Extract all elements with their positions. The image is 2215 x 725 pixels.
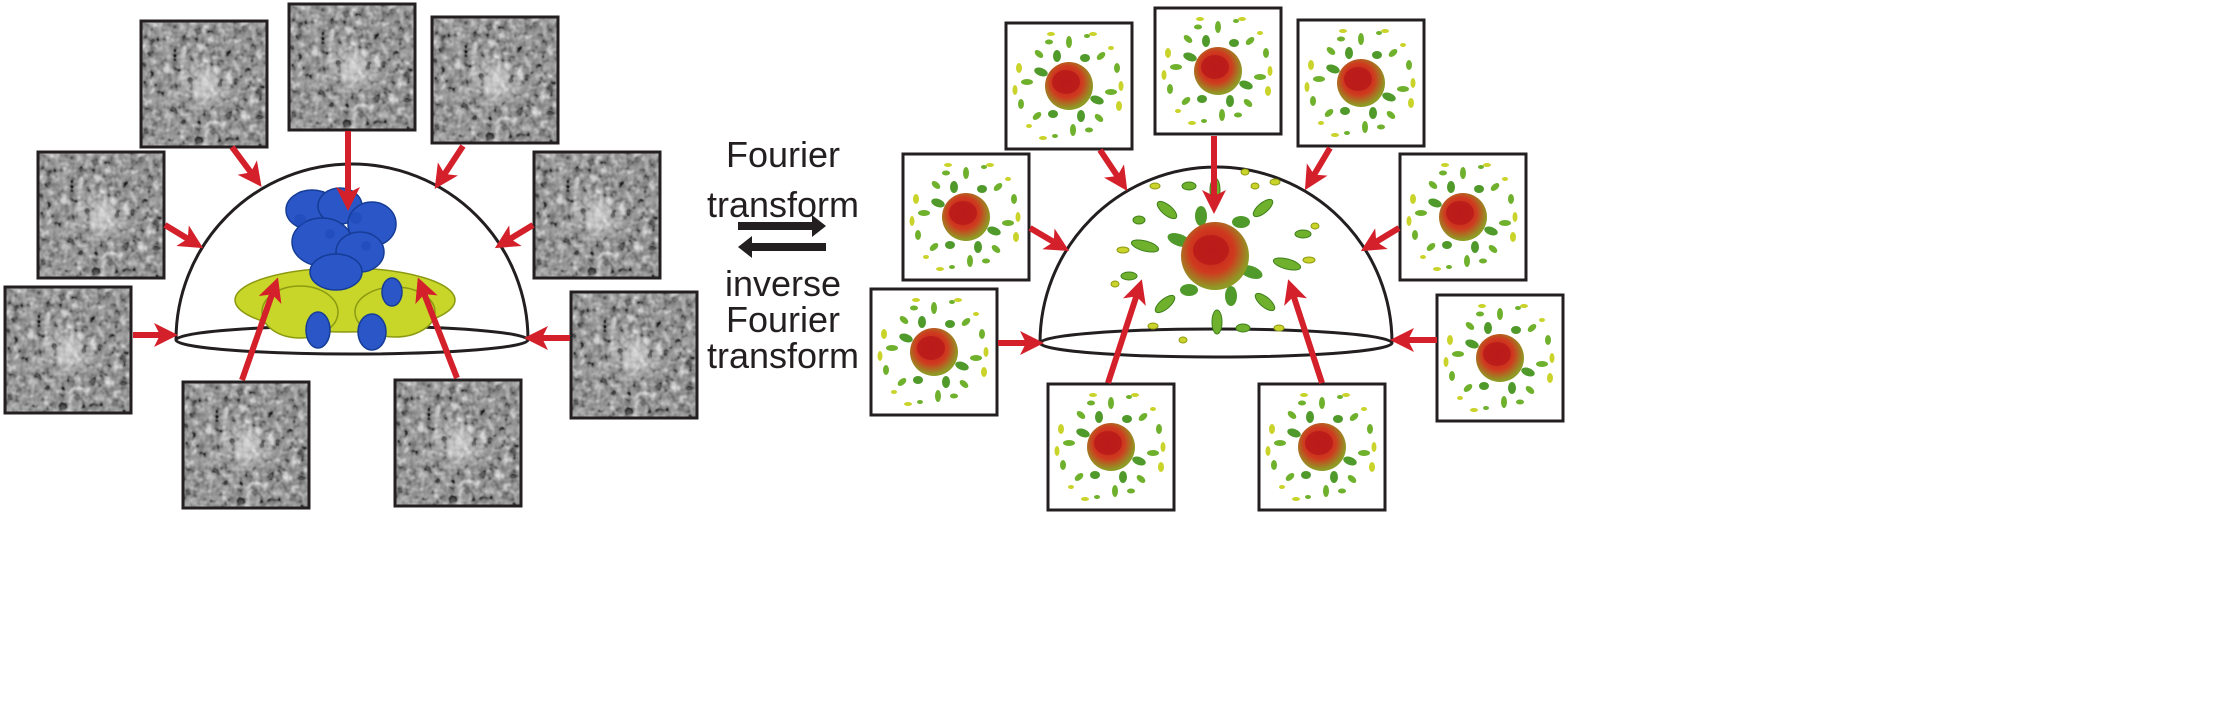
fourier-transform-label: Fourier transform xyxy=(700,130,866,230)
forward-label-line1: Fourier xyxy=(725,134,841,175)
micrograph-3 xyxy=(432,17,558,143)
projection-arrows-right xyxy=(998,136,1437,384)
fourier-slice-5 xyxy=(1400,154,1526,280)
inverse-fourier-transform-label: inverse Fourier transform xyxy=(700,266,866,374)
fourier-space-panel xyxy=(871,8,1563,510)
inverse-label-line2: Fourier xyxy=(725,299,841,340)
inverse-arrow xyxy=(738,236,826,258)
micrograph-1 xyxy=(141,21,267,147)
micrograph-6 xyxy=(5,287,131,413)
inverse-label-line3: transform xyxy=(706,335,860,376)
fourier-slice-7 xyxy=(1437,295,1563,421)
fourier-slice-9 xyxy=(1259,384,1385,510)
micrograph-9 xyxy=(395,380,521,506)
fourier-slice-2 xyxy=(1155,8,1281,134)
real-space-panel xyxy=(5,4,697,508)
micrograph-2 xyxy=(289,4,415,130)
fourier-slice-1 xyxy=(1006,23,1132,149)
fourier-slice-4 xyxy=(903,154,1029,280)
inverse-label-line1: inverse xyxy=(724,263,842,304)
micrograph-4 xyxy=(38,152,164,278)
protein-density-map xyxy=(234,187,456,351)
micrograph-5 xyxy=(534,152,660,278)
fourier-slice-3 xyxy=(1298,20,1424,146)
fourier-slice-8 xyxy=(1048,384,1174,510)
micrograph-8 xyxy=(183,382,309,508)
transform-arrows xyxy=(738,215,826,258)
projection-arrows-left xyxy=(133,131,570,381)
micrograph-7 xyxy=(571,292,697,418)
fourier-slice-6 xyxy=(871,289,997,415)
forward-label-line2: transform xyxy=(706,184,860,225)
forward-arrow xyxy=(738,215,826,237)
